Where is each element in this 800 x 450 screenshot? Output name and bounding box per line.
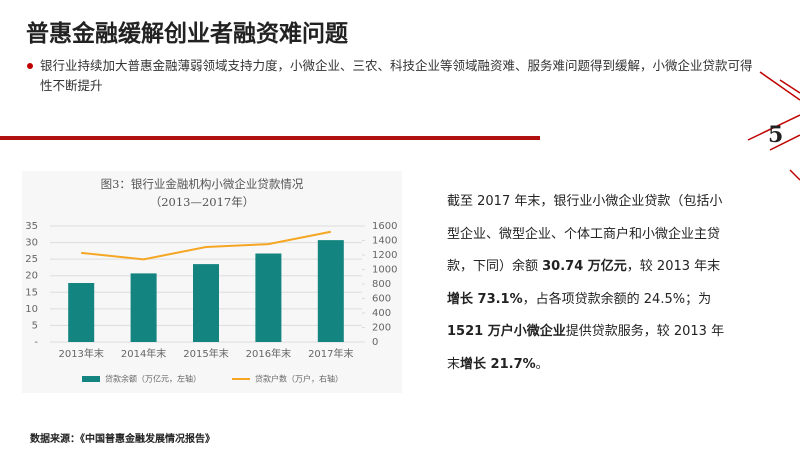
- emphasis: 增长 21.7%: [460, 356, 536, 372]
- emphasis: 1521 万户小微企业: [447, 324, 566, 339]
- divider: [0, 136, 540, 140]
- source: 数据来源：《中国普惠金融发展情况报告》: [30, 434, 215, 445]
- chart-subtitle: （2013—2017年）: [150, 195, 255, 209]
- x-tick-label: 2015年末: [183, 347, 228, 360]
- bar: [255, 253, 282, 342]
- y2-tick-label: 600: [372, 294, 391, 305]
- chart-title: 图3：银行业金融机构小微企业贷款情况: [101, 177, 304, 191]
- text-run: ，占各项贷款余额的 24.5%；为: [522, 291, 712, 307]
- corner-lines: [747, 71, 800, 181]
- y-tick-label: 5: [32, 320, 38, 331]
- y2-tick-label: 1600: [372, 221, 397, 232]
- bar: [193, 264, 219, 342]
- y-tick-label: 30: [25, 238, 38, 249]
- y-tick-label: 15: [25, 287, 38, 298]
- emphasis: 增长 73.1%: [447, 291, 523, 307]
- x-tick-label: 2013年末: [58, 347, 103, 360]
- page-number: 5: [768, 122, 784, 148]
- bullet-text: 银行业持续加大普惠金融薄弱领域支持力度，小微企业、三农、科技企业等领域融资难、服…: [40, 58, 753, 93]
- bar: [317, 240, 344, 342]
- legend-swatch: [82, 376, 100, 382]
- y-tick-label: 35: [25, 221, 38, 232]
- y-tick-label: 25: [25, 254, 38, 265]
- chart: 图3：银行业金融机构小微企业贷款情况 （2013—2017年） - 5 10 15 20…: [22, 171, 402, 393]
- emphasis: 30.74 万亿元: [542, 259, 627, 274]
- text-run: 截至 2017 年末，银行业小微企业贷款（包括小型企业、微型企业、个体工商户和小…: [447, 194, 723, 274]
- x-tick-label: 2014年末: [121, 347, 166, 360]
- bar: [130, 273, 157, 342]
- line: [81, 230, 331, 261]
- y2-tick-label: 200: [372, 323, 391, 334]
- y2-tick-label: 1200: [372, 250, 397, 261]
- text-run: 提供贷款服务，较 2013 年末: [447, 324, 725, 372]
- text-run: ，较 2013 年末: [626, 259, 721, 274]
- y-tick-label: 10: [25, 304, 38, 315]
- title: 普惠金融缓解创业者融资难问题: [26, 20, 348, 47]
- x-tick-label: 2017年末: [308, 347, 353, 360]
- y2-tick-label: 800: [372, 279, 391, 290]
- y-tick-label: -: [34, 337, 38, 348]
- x-tick-label: 2016年末: [246, 347, 291, 360]
- bar: [68, 283, 95, 342]
- text-run: 。: [535, 356, 549, 372]
- y2-tick-label: 1400: [372, 236, 397, 247]
- legend-label: 贷款余额（万亿元，左轴）: [105, 374, 201, 384]
- legend-label: 贷款户数（万户，右轴）: [255, 374, 343, 384]
- y2-tick-label: 0: [372, 337, 378, 348]
- y2-tick-label: 400: [372, 308, 391, 319]
- y2-tick-label: 1000: [372, 265, 397, 276]
- summary: 截至 2017 年末，银行业小微企业贷款（包括小型企业、微型企业、个体工商户和小…: [447, 186, 732, 381]
- bullet-dot: [27, 63, 33, 69]
- y-tick-label: 20: [25, 271, 38, 282]
